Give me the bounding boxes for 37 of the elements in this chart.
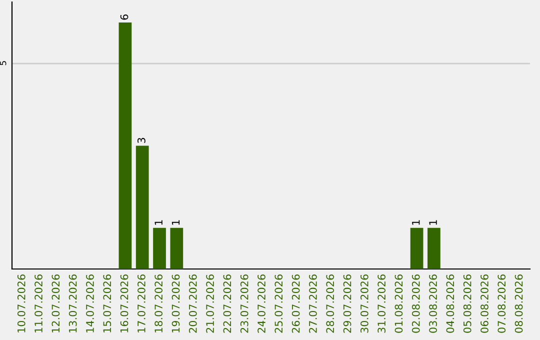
x-tick-label: 27.07.2026 <box>309 274 317 333</box>
x-tick-label: 03.08.2026 <box>429 274 437 333</box>
data-label: 6 <box>120 14 128 20</box>
data-label: 1 <box>172 220 180 225</box>
x-tick-label: 10.07.2026 <box>17 274 26 332</box>
x-tick-label: 02.08.2026 <box>412 274 420 333</box>
data-label: 3 <box>138 138 146 143</box>
data-label: 1 <box>412 220 420 225</box>
x-tick-label: 15.07.2026 <box>103 274 112 332</box>
x-tick-label: 26.07.2026 <box>292 274 300 333</box>
x-tick-label: 01.08.2026 <box>394 274 403 333</box>
x-tick-label: 22.07.2026 <box>223 274 232 333</box>
x-tick-label: 14.07.2026 <box>86 274 94 332</box>
x-tick-label: 16.07.2026 <box>120 274 128 332</box>
x-tick-label: 24.07.2026 <box>258 274 266 333</box>
x-tick-label: 20.07.2026 <box>188 274 197 333</box>
x-tick-label: 13.07.2026 <box>68 274 77 332</box>
x-tick-label: 29.07.2026 <box>343 274 352 333</box>
x-tick-label: 19.07.2026 <box>172 274 180 332</box>
x-tick-label: 17.07.2026 <box>138 274 146 332</box>
x-tick-label: 18.07.2026 <box>154 274 163 332</box>
x-tick-label: 05.08.2026 <box>463 274 472 333</box>
x-tick-label: 11.07.2026 <box>34 274 42 332</box>
x-tick-label: 23.07.2026 <box>240 274 248 333</box>
x-tick-label: 06.08.2026 <box>480 274 488 333</box>
x-tick-label: 08.08.2026 <box>514 274 523 333</box>
data-label: 1 <box>429 220 437 225</box>
x-tick-label: 12.07.2026 <box>52 274 60 332</box>
x-tick-label: 07.08.2026 <box>498 274 506 333</box>
x-tick-label: 30.07.2026 <box>360 274 368 333</box>
x-tick-label: 25.07.2026 <box>274 274 283 333</box>
data-label: 1 <box>154 220 162 225</box>
x-tick-label: 04.08.2026 <box>446 274 454 333</box>
x-tick-label: 28.07.2026 <box>326 274 334 333</box>
x-tick-label: 31.07.2026 <box>378 274 386 333</box>
x-tick-label: 21.07.2026 <box>206 274 214 333</box>
y-tick-label: 5 <box>0 61 6 66</box>
